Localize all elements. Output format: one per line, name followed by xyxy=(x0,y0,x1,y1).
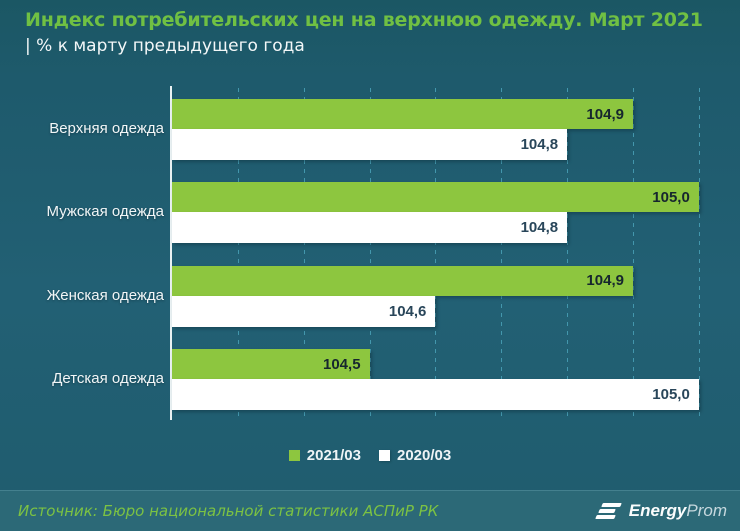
bar-value-label: 104,8 xyxy=(520,136,559,153)
category-label: Детская одежда xyxy=(52,370,164,388)
legend-item-2021-03: 2021/03 xyxy=(288,447,361,464)
bar-value-label: 105,0 xyxy=(652,188,690,206)
bar-value-label: 105,0 xyxy=(652,386,690,404)
bar-value-label: 104,8 xyxy=(520,219,559,237)
category-label: Верхняя одежда xyxy=(49,120,164,137)
legend-swatch-white xyxy=(379,450,390,461)
legend-label: 2021/03 xyxy=(306,447,361,464)
legend-swatch-green xyxy=(288,450,300,461)
bar-chart-plot-area: 104,9 104,8 105,0 104,8 104,9 104,6 104,5 105,0 xyxy=(170,86,712,420)
footer-bar: Источник: Бюро национальной статистики А… xyxy=(0,490,740,531)
bar-value-label: 104,5 xyxy=(323,355,361,373)
legend-label: 2020/03 xyxy=(397,447,452,464)
bar-value-label: 104,9 xyxy=(586,272,624,290)
category-label: Мужская одежда xyxy=(46,203,164,221)
gridline xyxy=(303,88,305,420)
chart-subtitle: | % к марту предыдущего года xyxy=(25,36,305,56)
y-axis-line xyxy=(170,86,172,420)
chart-title: Индекс потребительских цен на верхнюю од… xyxy=(25,9,703,31)
bar-2020-03: 104,8 xyxy=(172,212,568,244)
gridline xyxy=(698,88,700,420)
gridline xyxy=(369,88,371,420)
legend-item-2020-03: 2020/03 xyxy=(379,447,451,464)
bar-value-label: 104,9 xyxy=(586,105,624,123)
gridline xyxy=(567,88,569,420)
energyprom-icon xyxy=(594,503,623,519)
gridline xyxy=(501,88,503,420)
energyprom-logo: EnergyProm xyxy=(594,491,727,531)
gridline xyxy=(632,88,634,420)
logo-text-energy: Energy xyxy=(628,501,687,520)
bar-2021-03: 104,5 xyxy=(172,349,370,380)
bar-2020-03: 104,6 xyxy=(172,295,436,327)
bar-2021-03: 104,9 xyxy=(172,99,633,129)
source-note: Источник: Бюро национальной статистики А… xyxy=(18,502,439,520)
logo-text-prom: Prom xyxy=(686,501,727,520)
chart-legend: 2021/03 2020/03 xyxy=(0,447,740,464)
category-label: Женская одежда xyxy=(46,286,164,304)
bar-value-label: 104,6 xyxy=(388,302,427,320)
gridline xyxy=(435,88,437,420)
bar-2020-03: 104,8 xyxy=(172,129,568,160)
bar-2021-03: 104,9 xyxy=(172,265,633,296)
bar-2020-03: 105,0 xyxy=(172,379,699,411)
gridline xyxy=(237,88,239,420)
category-axis: Верхняя одежда Мужская одежда Женская одеж… xyxy=(0,90,164,420)
bar-2021-03: 105,0 xyxy=(172,182,699,213)
